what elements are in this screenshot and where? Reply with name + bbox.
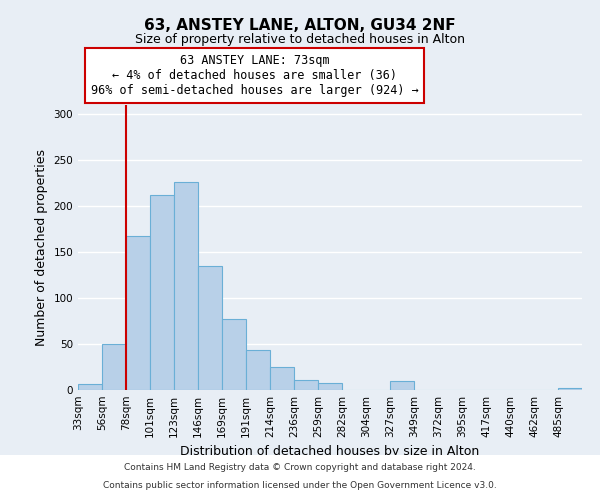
Bar [174, 182, 198, 390]
Bar [558, 388, 582, 390]
X-axis label: Distribution of detached houses by size in Alton: Distribution of detached houses by size … [181, 446, 479, 458]
Text: Size of property relative to detached houses in Alton: Size of property relative to detached ho… [135, 32, 465, 46]
Bar [126, 236, 150, 390]
Bar [318, 382, 342, 390]
Bar [294, 380, 318, 390]
Bar [222, 319, 246, 390]
Bar [102, 344, 126, 390]
Bar [150, 195, 174, 390]
Text: Contains HM Land Registry data © Crown copyright and database right 2024.: Contains HM Land Registry data © Crown c… [124, 463, 476, 472]
Bar [270, 367, 294, 390]
Text: 63 ANSTEY LANE: 73sqm
← 4% of detached houses are smaller (36)
96% of semi-detac: 63 ANSTEY LANE: 73sqm ← 4% of detached h… [91, 54, 418, 96]
Text: 63, ANSTEY LANE, ALTON, GU34 2NF: 63, ANSTEY LANE, ALTON, GU34 2NF [144, 18, 456, 32]
Bar [390, 381, 414, 390]
Y-axis label: Number of detached properties: Number of detached properties [35, 149, 48, 346]
Bar [78, 384, 102, 390]
Bar [246, 350, 270, 390]
Text: Contains public sector information licensed under the Open Government Licence v3: Contains public sector information licen… [103, 482, 497, 490]
Bar [198, 266, 222, 390]
